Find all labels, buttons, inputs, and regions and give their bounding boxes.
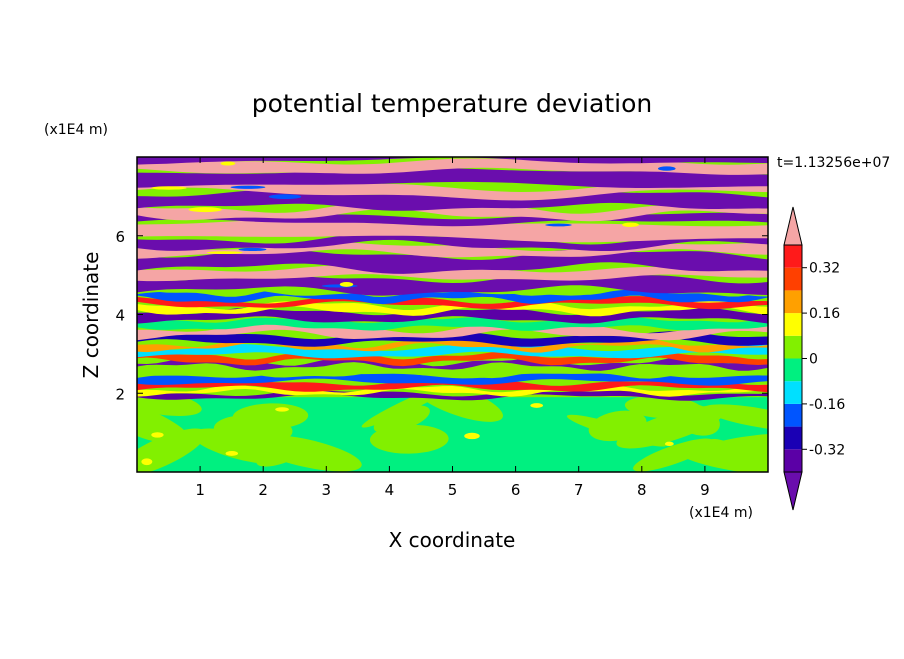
y-tick-label: 4 <box>115 307 125 325</box>
lower-patch <box>249 434 362 472</box>
x-axis-unit: (x1E4 m) <box>689 505 753 521</box>
wave-band <box>137 202 768 222</box>
lower-patch <box>703 404 768 432</box>
colorbar-label: -0.32 <box>809 442 845 458</box>
y-tick-label: 2 <box>115 385 125 403</box>
wave-band <box>137 265 768 282</box>
colorbar-swatch <box>784 290 802 314</box>
field-area <box>137 157 768 472</box>
colorbar-swatch <box>784 358 802 382</box>
wave-band <box>137 285 768 297</box>
wave-streak <box>220 161 236 166</box>
colorbar-label: 0.32 <box>809 261 840 277</box>
wave-band <box>137 233 768 251</box>
wave-band <box>137 337 768 353</box>
x-tick-label: 6 <box>511 481 521 499</box>
lower-spot <box>151 432 164 438</box>
colorbar-under-arrow <box>783 471 803 511</box>
colorbar: 0.32 0.16 0 -0.16 -0.32 <box>783 206 845 511</box>
lower-patch <box>256 443 305 467</box>
colorbar-swatch <box>784 449 802 472</box>
lower-spot <box>530 403 544 408</box>
colorbar-swatch <box>784 245 802 268</box>
lower-patch <box>373 405 430 434</box>
lower-patch <box>588 410 647 442</box>
x-tick-label: 3 <box>322 481 332 499</box>
lower-spot <box>275 407 289 412</box>
wave-streak <box>151 186 187 190</box>
x-tick-label: 2 <box>258 481 268 499</box>
y-tick-label: 6 <box>115 228 125 246</box>
wave-band <box>137 307 768 324</box>
wave-streak <box>268 194 302 200</box>
lower-patch <box>137 428 207 472</box>
x-tick-label: 8 <box>637 481 647 499</box>
colorbar-swatch <box>784 381 802 404</box>
x-axis-label: X coordinate <box>389 528 516 552</box>
wave-streak <box>545 223 572 227</box>
wave-streak <box>238 247 267 252</box>
wave-band <box>137 218 768 243</box>
wave-streak <box>230 185 266 189</box>
x-axis-ticks: 1 2 3 4 5 6 7 8 9 <box>195 157 710 499</box>
x-tick-label: 9 <box>700 481 710 499</box>
chart-title: potential temperature deviation <box>252 89 652 118</box>
colorbar-over-arrow <box>783 206 803 246</box>
wave-streak <box>188 207 222 213</box>
x-tick-label: 7 <box>574 481 584 499</box>
colorbar-swatch <box>784 313 802 336</box>
colorbar-label: 0.16 <box>809 306 840 322</box>
lower-patch <box>680 450 768 472</box>
time-label: t=1.13256e+07 <box>777 155 890 171</box>
colorbar-swatch <box>784 335 802 359</box>
lower-spot <box>464 432 480 440</box>
wave-bands <box>137 157 768 401</box>
wave-band <box>137 167 768 188</box>
y-axis-unit: (x1E4 m) <box>44 122 108 138</box>
x-tick-label: 4 <box>385 481 395 499</box>
wave-streak <box>206 251 243 254</box>
lower-patch <box>624 395 702 419</box>
colorbar-swatch <box>784 403 802 427</box>
wave-streak <box>339 282 354 287</box>
colorbar-swatch <box>784 426 802 450</box>
lower-patch <box>230 420 274 440</box>
wave-band <box>137 344 768 359</box>
lower-spot <box>225 451 239 456</box>
y-axis-label: Z coordinate <box>79 252 103 379</box>
y-axis-ticks: 2 4 6 <box>115 228 768 403</box>
wave-band <box>137 157 768 165</box>
wave-streak <box>622 222 639 227</box>
lower-spot <box>141 458 153 466</box>
wave-band <box>137 378 768 393</box>
wave-band <box>137 331 768 347</box>
x-tick-label: 1 <box>195 481 205 499</box>
colorbar-swatch <box>784 267 802 291</box>
lower-spot <box>664 441 674 447</box>
x-tick-label: 5 <box>448 481 458 499</box>
wave-band <box>137 296 768 310</box>
wave-band <box>137 357 768 371</box>
wave-streak <box>657 166 676 171</box>
colorbar-label: -0.16 <box>809 397 845 413</box>
colorbar-label: 0 <box>809 352 818 368</box>
lower-layer <box>137 381 768 472</box>
